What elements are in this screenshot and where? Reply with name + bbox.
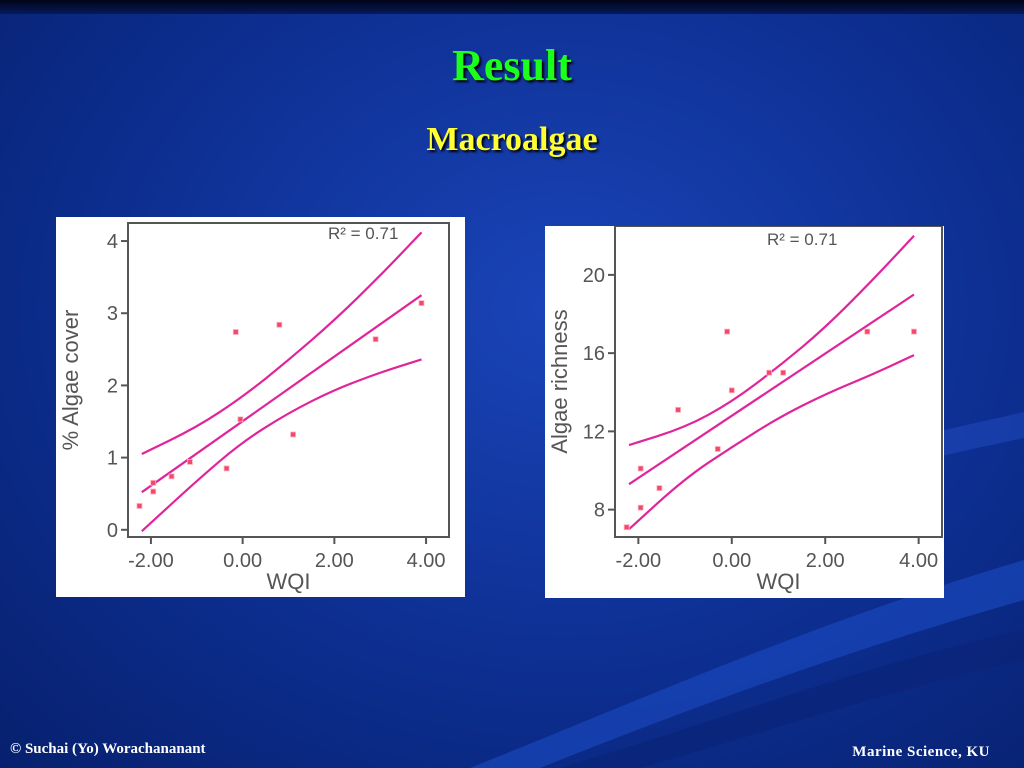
richness-data-point xyxy=(728,387,735,394)
cover-data-point xyxy=(290,431,296,438)
cover-x-axis-label: WQI xyxy=(267,569,311,594)
cover-upper-confidence-band xyxy=(141,231,423,455)
cover-r-squared: R² = 0.71 xyxy=(328,224,398,243)
richness-upper-confidence-band xyxy=(628,235,915,447)
cover-data-point xyxy=(276,321,283,328)
richness-xtick-label: -2.00 xyxy=(616,550,662,572)
cover-xtick-label: 4.00 xyxy=(407,550,446,572)
cover-data-point xyxy=(150,479,157,486)
richness-x-axis-label: WQI xyxy=(757,569,801,594)
richness-data-point xyxy=(656,485,663,492)
cover-data-point xyxy=(168,473,175,480)
cover-ytick-label: 4 xyxy=(107,231,118,253)
footer-institution: Marine Science, KU xyxy=(852,744,990,760)
chart-algae-cover: 0 1 2 3 4 -2.00 0.00 2.00 4.00 WQI % Algae cover R²… xyxy=(58,222,450,594)
cover-data-point xyxy=(187,459,193,465)
richness-data-point xyxy=(766,369,773,376)
cover-ytick-label: 2 xyxy=(107,375,118,397)
richness-xtick-label: 4.00 xyxy=(899,550,938,572)
cover-xtick-label: 2.00 xyxy=(315,550,354,572)
richness-regression-line xyxy=(628,293,915,486)
cover-ytick-label: 1 xyxy=(107,448,118,470)
richness-data-point xyxy=(714,446,721,452)
cover-lower-confidence-band xyxy=(141,358,422,533)
slide-subtitle: Macroalgae xyxy=(426,121,598,158)
slide-title: Result xyxy=(452,41,572,90)
chart-algae-richness: 8 12 16 20 -2.00 0.00 2.00 4.00 WQI Algae richnes… xyxy=(547,226,943,594)
cover-xtick-label: 0.00 xyxy=(223,550,262,572)
richness-ytick-label: 8 xyxy=(594,500,605,522)
cover-data-point xyxy=(372,336,379,343)
footer-copyright: © Suchai (Yo) Worachananant xyxy=(10,741,206,757)
richness-xtick-label: 2.00 xyxy=(806,550,845,572)
richness-data-point xyxy=(911,328,917,335)
richness-data-point xyxy=(675,406,681,413)
richness-ytick-label: 20 xyxy=(583,265,605,287)
cover-data-point xyxy=(418,300,425,307)
cover-y-axis-label: % Algae cover xyxy=(58,310,83,451)
cover-data-point xyxy=(237,416,244,423)
richness-data-point xyxy=(724,328,731,335)
richness-y-axis-label: Algae richness xyxy=(547,309,572,453)
cover-ytick-label: 0 xyxy=(107,520,118,542)
cover-plot-frame xyxy=(127,222,450,538)
cover-xtick-label: -2.00 xyxy=(128,550,174,572)
richness-data-point xyxy=(780,369,787,376)
cover-data-point xyxy=(150,488,157,495)
richness-data-point xyxy=(637,465,644,472)
richness-data-point xyxy=(637,504,644,511)
cover-ytick-label: 3 xyxy=(107,303,118,325)
top-band xyxy=(0,0,1024,14)
richness-plot-frame xyxy=(614,226,943,538)
richness-data-point xyxy=(623,524,630,531)
chart-panel-algae-cover: 0 1 2 3 4 -2.00 0.00 2.00 4.00 WQI % Algae cover R²… xyxy=(56,217,465,597)
richness-r-squared: R² = 0.71 xyxy=(767,230,837,249)
richness-ytick-label: 16 xyxy=(583,343,605,365)
richness-lower-confidence-band xyxy=(628,354,915,531)
cover-data-point xyxy=(232,329,239,335)
richness-ytick-label: 12 xyxy=(583,421,605,443)
cover-data-point xyxy=(223,465,230,472)
cover-data-point xyxy=(136,503,143,509)
richness-data-point xyxy=(864,328,871,335)
richness-xtick-label: 0.00 xyxy=(712,550,751,572)
chart-panel-algae-richness: 8 12 16 20 -2.00 0.00 2.00 4.00 WQI Algae richnes… xyxy=(545,226,944,598)
